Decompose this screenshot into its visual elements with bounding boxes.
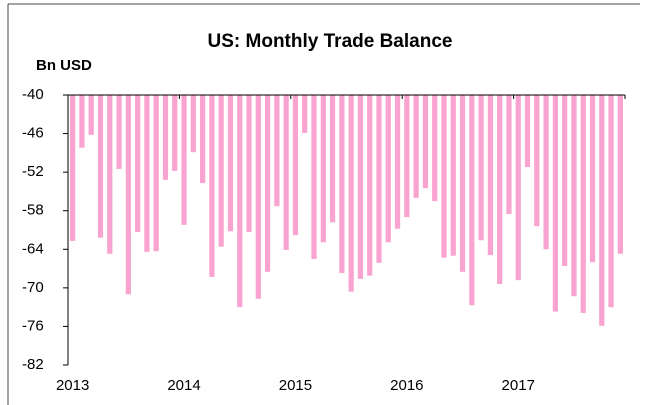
chart-title: US: Monthly Trade Balance	[208, 31, 453, 52]
bar	[524, 95, 531, 167]
bar	[70, 95, 76, 241]
bar	[552, 95, 558, 312]
bar	[200, 95, 206, 184]
bar	[599, 95, 605, 326]
bar	[79, 95, 85, 148]
bar	[116, 95, 122, 169]
bar	[144, 95, 150, 252]
y-axis-label: Bn USD	[36, 57, 92, 74]
bar	[608, 95, 614, 308]
bar	[478, 95, 484, 241]
bar	[125, 95, 131, 295]
bar	[450, 95, 456, 256]
x-tick-label: 2013	[56, 377, 89, 394]
bar	[543, 95, 549, 250]
y-tick-label: -52	[22, 163, 44, 180]
bar	[422, 95, 429, 189]
bar	[432, 95, 438, 202]
bar	[209, 95, 215, 277]
bar	[534, 95, 540, 227]
bar	[227, 95, 234, 232]
bar	[394, 95, 401, 229]
bar	[311, 95, 317, 259]
bar	[153, 95, 159, 252]
y-tick-label: -82	[22, 356, 44, 373]
bar	[367, 95, 373, 276]
bar	[357, 95, 364, 279]
bar	[506, 95, 512, 214]
y-tick-label: -46	[22, 125, 44, 142]
bar	[404, 95, 410, 218]
x-tick-label: 2015	[279, 377, 312, 394]
bar	[283, 95, 289, 250]
bar	[515, 95, 521, 281]
bar	[571, 95, 577, 297]
bar	[562, 95, 568, 266]
x-tick-label: 2014	[167, 377, 200, 394]
bar	[589, 95, 596, 263]
y-tick-label: -70	[22, 279, 44, 296]
bar	[459, 95, 466, 272]
y-tick-label: -40	[22, 86, 44, 103]
bar	[97, 95, 104, 238]
bar	[264, 95, 271, 272]
y-tick-label: -76	[22, 317, 44, 334]
bar	[274, 95, 280, 207]
bar	[88, 95, 94, 135]
bar	[441, 95, 447, 258]
bar	[107, 95, 113, 254]
x-tick-label: 2017	[502, 377, 535, 394]
bar	[617, 95, 623, 254]
bar	[292, 95, 299, 236]
bar	[376, 95, 382, 263]
bar	[497, 95, 503, 284]
bar	[469, 95, 475, 306]
bar	[385, 95, 391, 243]
bar	[172, 95, 178, 171]
bar	[413, 95, 419, 198]
bar	[237, 95, 243, 308]
bar	[320, 95, 326, 243]
bar	[339, 95, 345, 274]
bar	[329, 95, 336, 223]
bar	[255, 95, 261, 299]
bar	[246, 95, 252, 232]
bar	[487, 95, 493, 256]
bar	[181, 95, 187, 225]
bar	[162, 95, 169, 180]
bar	[190, 95, 196, 153]
y-tick-label: -58	[22, 202, 44, 219]
y-tick-label: -64	[22, 240, 44, 257]
bar	[580, 95, 586, 313]
bar	[302, 95, 308, 133]
bar	[348, 95, 354, 292]
bar	[135, 95, 141, 232]
bar	[218, 95, 224, 247]
x-tick-label: 2016	[390, 377, 423, 394]
